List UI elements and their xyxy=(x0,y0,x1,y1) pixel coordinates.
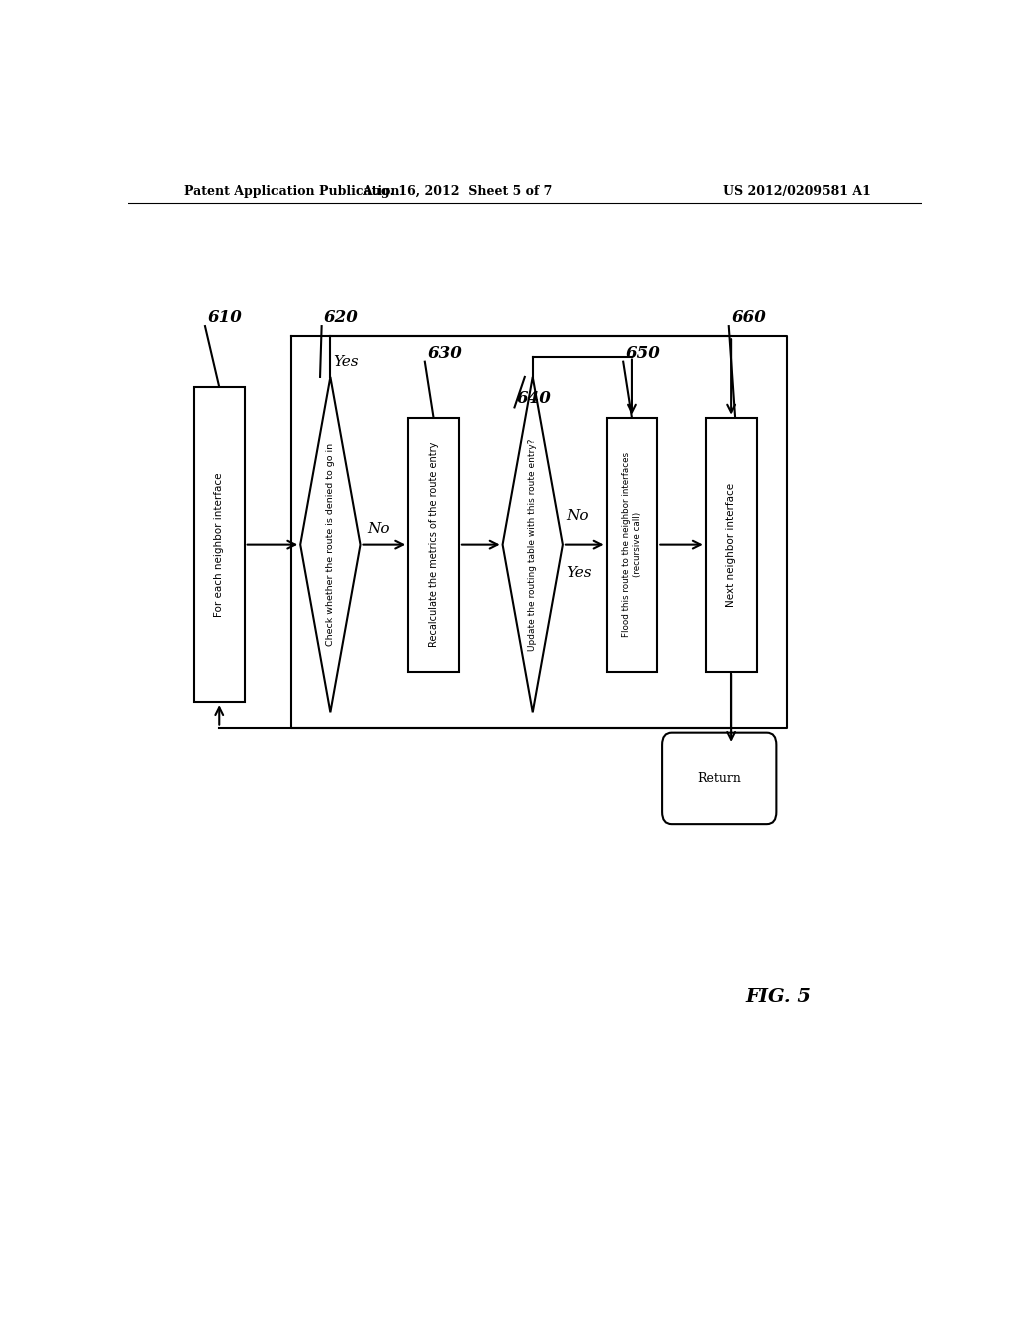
Text: Next neighbor interface: Next neighbor interface xyxy=(726,483,736,607)
Text: Patent Application Publication: Patent Application Publication xyxy=(183,185,399,198)
Text: 660: 660 xyxy=(731,309,766,326)
Text: Check whether the route is denied to go in: Check whether the route is denied to go … xyxy=(326,444,335,647)
Polygon shape xyxy=(503,378,563,713)
FancyBboxPatch shape xyxy=(606,417,657,672)
FancyBboxPatch shape xyxy=(706,417,757,672)
FancyBboxPatch shape xyxy=(663,733,776,824)
Text: Flood this route to the neighbor interfaces
(recursive call): Flood this route to the neighbor interfa… xyxy=(623,451,642,638)
FancyBboxPatch shape xyxy=(409,417,459,672)
Text: Recalculate the metrics of the route entry: Recalculate the metrics of the route ent… xyxy=(428,442,438,647)
Text: Yes: Yes xyxy=(566,566,592,579)
Text: 610: 610 xyxy=(207,309,243,326)
Text: For each neighbor interface: For each neighbor interface xyxy=(214,473,224,616)
Text: 640: 640 xyxy=(517,391,552,408)
Text: 620: 620 xyxy=(324,309,358,326)
Text: US 2012/0209581 A1: US 2012/0209581 A1 xyxy=(723,185,871,198)
Text: Yes: Yes xyxy=(334,355,359,368)
Text: Return: Return xyxy=(697,772,741,785)
Text: Aug. 16, 2012  Sheet 5 of 7: Aug. 16, 2012 Sheet 5 of 7 xyxy=(362,185,553,198)
Text: 630: 630 xyxy=(427,345,462,362)
FancyBboxPatch shape xyxy=(194,387,245,702)
Text: No: No xyxy=(566,510,589,523)
Text: FIG. 5: FIG. 5 xyxy=(745,987,812,1006)
Polygon shape xyxy=(300,378,360,713)
Text: Update the routing table with this route entry?: Update the routing table with this route… xyxy=(528,438,538,651)
Text: 650: 650 xyxy=(626,345,660,362)
Text: No: No xyxy=(367,523,389,536)
